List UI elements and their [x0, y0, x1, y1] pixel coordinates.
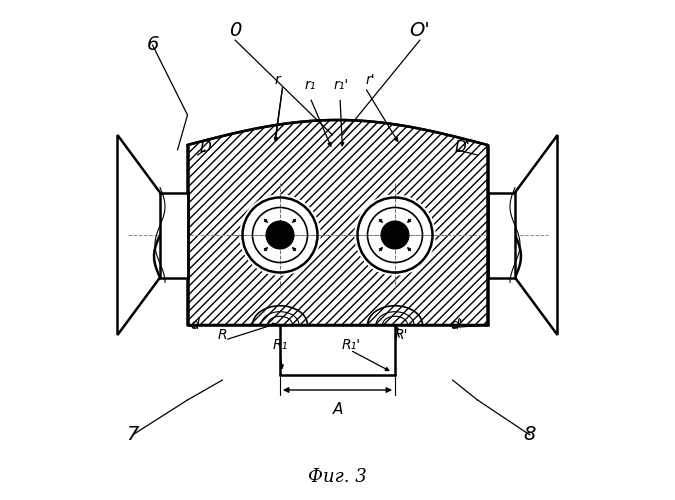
Text: O': O': [410, 20, 431, 40]
Bar: [160, 192, 188, 278]
Polygon shape: [117, 135, 166, 335]
Text: d': d': [450, 318, 463, 332]
Text: d: d: [190, 318, 199, 332]
Text: A: A: [332, 402, 343, 417]
Circle shape: [240, 195, 320, 275]
Text: r₁': r₁': [334, 78, 349, 92]
Text: 0: 0: [229, 20, 241, 40]
Bar: [487, 192, 515, 278]
Polygon shape: [509, 135, 558, 335]
Text: r₁: r₁: [304, 78, 316, 92]
Text: D: D: [199, 140, 211, 155]
Text: Фиг. 3: Фиг. 3: [308, 468, 367, 486]
Text: R': R': [395, 328, 408, 342]
Circle shape: [266, 221, 294, 249]
Text: D': D': [454, 140, 470, 155]
Text: r': r': [366, 73, 375, 87]
Text: 6: 6: [146, 36, 159, 54]
Polygon shape: [188, 120, 487, 325]
Text: R₁': R₁': [342, 338, 361, 352]
Text: R₁: R₁: [273, 338, 288, 352]
Text: R: R: [217, 328, 227, 342]
Circle shape: [355, 195, 435, 275]
Circle shape: [381, 221, 409, 249]
Text: 8: 8: [524, 426, 536, 444]
Text: r: r: [275, 73, 280, 87]
Text: 7: 7: [126, 426, 138, 444]
